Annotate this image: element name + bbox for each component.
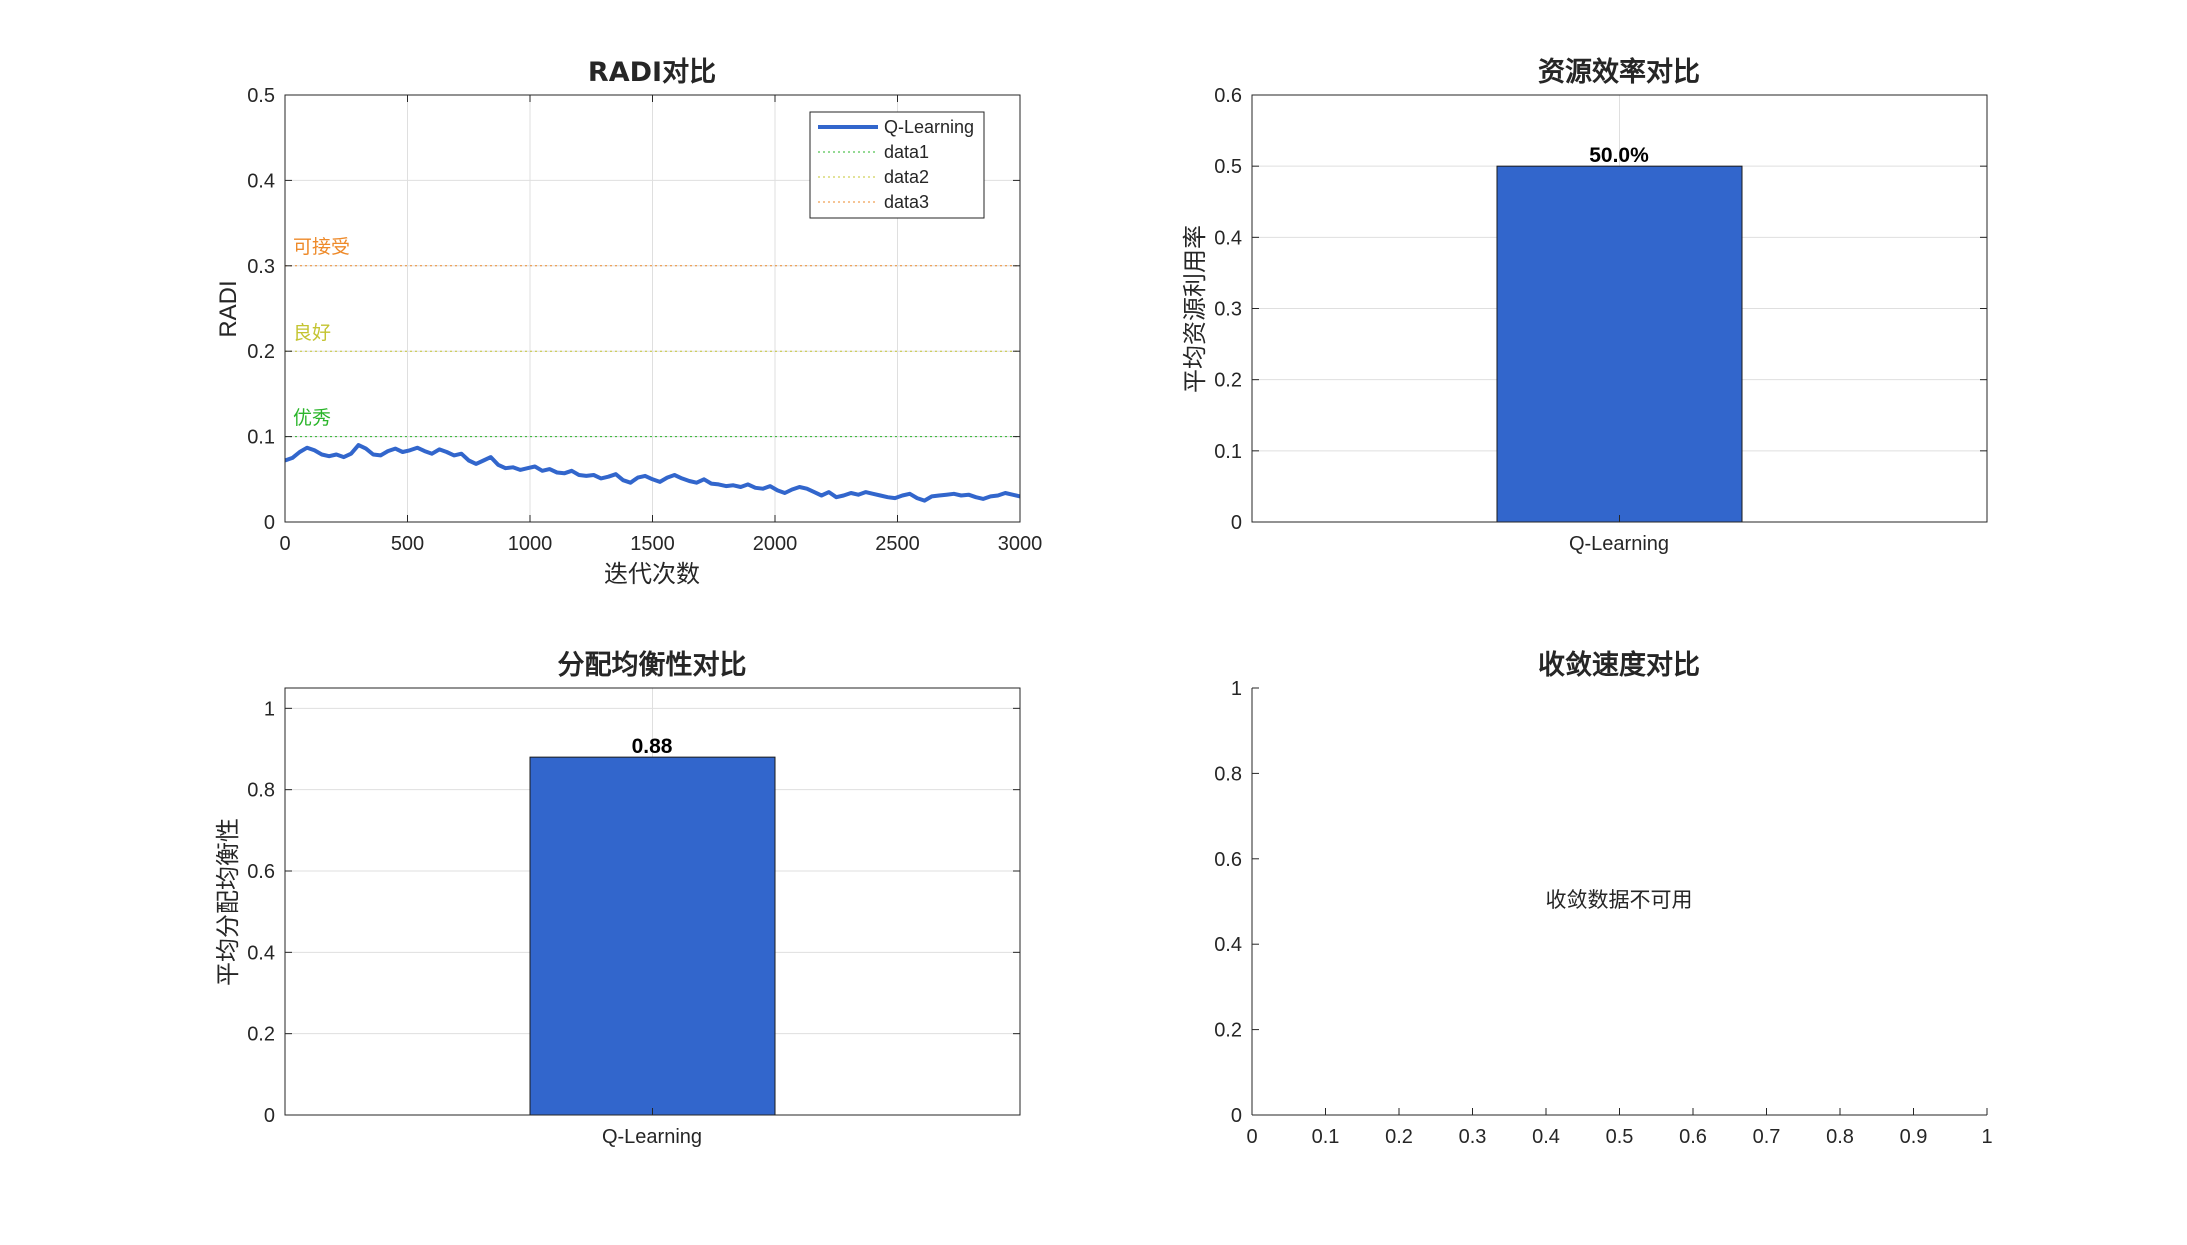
y-tick-label: 1 [1231, 678, 1242, 700]
y-tick-label: 0.1 [1214, 441, 1242, 463]
y-tick-label: 0.3 [247, 256, 275, 278]
efficiency-data-label: 50.0% [1589, 144, 1649, 167]
excellent-annotation: 优秀 [293, 407, 331, 429]
legend-label-data1: data1 [884, 142, 929, 162]
x-tick-label: 0 [279, 533, 290, 555]
y-tick-label: 0.1 [247, 427, 275, 449]
good-annotation: 良好 [293, 322, 331, 344]
y-tick-label: 0 [1231, 512, 1242, 534]
resource-efficiency-panel: 0 0.1 0.2 0.3 0.4 0.5 0.6 Q-Learning 50.0% 资源效… [1181, 56, 1988, 555]
convergence-y-ticks: 0 0.2 0.4 0.6 0.8 1 [1214, 678, 1259, 1127]
radi-x-ticks: 0 500 1000 1500 2000 2500 3000 [279, 95, 1042, 555]
y-tick-label: 0.4 [247, 170, 275, 192]
y-tick-label: 0.5 [1214, 156, 1242, 178]
x-tick-label: 0.4 [1532, 1126, 1560, 1148]
convergence-title: 收敛速度对比 [1538, 649, 1700, 681]
x-tick-label: 0.9 [1900, 1126, 1928, 1148]
x-tick-label: 1 [1981, 1126, 1992, 1148]
x-tick-label: 0.7 [1753, 1126, 1781, 1148]
y-tick-label: 0 [264, 1105, 275, 1127]
y-tick-label: 0 [264, 512, 275, 534]
convergence-x-ticks: 0 0.1 0.2 0.3 0.4 0.5 0.6 0.7 0.8 0.9 1 [1246, 1108, 1993, 1148]
x-tick-label: 0.8 [1826, 1126, 1854, 1148]
x-tick-label: 0.5 [1606, 1126, 1634, 1148]
y-tick-label: 1 [264, 698, 275, 720]
legend-label-data3: data3 [884, 192, 929, 212]
convergence-panel: 0 0.1 0.2 0.3 0.4 0.5 0.6 0.7 0.8 0.9 1 0 0.2 0.4 0.6… [1214, 649, 1992, 1148]
radi-y-ticks: 0 0.1 0.2 0.3 0.4 0.5 [247, 85, 1020, 534]
x-tick-label: 0.3 [1459, 1126, 1487, 1148]
y-tick-label: 0.2 [1214, 1020, 1242, 1042]
allocation-balance-panel: 0 0.2 0.4 0.6 0.8 1 Q-Learning 0.88 分配均衡性对比 平… [214, 650, 1021, 1148]
legend-label-data2: data2 [884, 167, 929, 187]
convergence-unavailable-message: 收敛数据不可用 [1546, 888, 1693, 912]
y-tick-label: 0.5 [247, 85, 275, 107]
x-tick-label: 500 [391, 533, 424, 555]
radi-ylabel: RADI [215, 280, 242, 337]
balance-title: 分配均衡性对比 [558, 650, 747, 681]
x-tick-label: 1000 [508, 533, 553, 555]
balance-ylabel: 平均分配均衡性 [214, 818, 242, 986]
y-tick-label: 0.6 [1214, 849, 1242, 871]
efficiency-ylabel: 平均资源利用率 [1181, 225, 1209, 393]
x-tick-label: 1500 [630, 533, 675, 555]
y-tick-label: 0.4 [247, 942, 275, 964]
efficiency-category-label: Q-Learning [1569, 533, 1669, 555]
balance-y-ticks: 0 0.2 0.4 0.6 0.8 1 [247, 698, 1020, 1127]
x-tick-label: 0.2 [1385, 1126, 1413, 1148]
y-tick-label: 0.6 [247, 861, 275, 883]
y-tick-label: 0.2 [247, 1024, 275, 1046]
acceptable-annotation: 可接受 [293, 236, 350, 258]
legend-label-qlearning: Q-Learning [884, 117, 974, 137]
y-tick-label: 0.3 [1214, 299, 1242, 321]
x-tick-label: 2500 [875, 533, 920, 555]
radi-legend: Q-Learning data1 data2 data3 [809, 111, 985, 219]
x-tick-label: 0.6 [1679, 1126, 1707, 1148]
efficiency-y-ticks: 0 0.1 0.2 0.3 0.4 0.5 0.6 [1214, 85, 1987, 534]
efficiency-title: 资源效率对比 [1538, 56, 1700, 88]
y-tick-label: 0.2 [247, 341, 275, 363]
y-tick-label: 0 [1231, 1105, 1242, 1127]
radi-xlabel: 迭代次数 [604, 560, 700, 588]
balance-data-label: 0.88 [632, 735, 673, 758]
y-tick-label: 0.8 [247, 780, 275, 802]
balance-category-label: Q-Learning [602, 1126, 702, 1148]
balance-bar-qlearning [529, 756, 776, 1116]
radi-panel: 0 500 1000 1500 2000 2500 3000 0 0.1 0.2 0.3 0.4 0.… [215, 57, 1042, 588]
x-tick-label: 0.1 [1312, 1126, 1340, 1148]
y-tick-label: 0.4 [1214, 227, 1242, 249]
y-tick-label: 0.8 [1214, 763, 1242, 785]
radi-title: RADI对比 [588, 57, 716, 88]
legend-box [809, 111, 985, 219]
x-tick-label: 3000 [998, 533, 1043, 555]
efficiency-bar-qlearning [1496, 165, 1743, 523]
x-tick-label: 0 [1246, 1126, 1257, 1148]
radi-series-line [284, 443, 1021, 503]
y-tick-label: 0.2 [1214, 370, 1242, 392]
y-tick-label: 0.6 [1214, 85, 1242, 107]
y-tick-label: 0.4 [1214, 934, 1242, 956]
x-tick-label: 2000 [753, 533, 798, 555]
